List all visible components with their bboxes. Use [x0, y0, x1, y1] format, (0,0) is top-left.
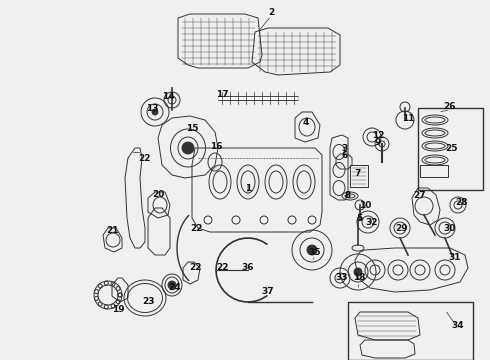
Text: 21: 21 [106, 225, 118, 234]
Bar [418, 108, 483, 190]
Text: 31: 31 [449, 253, 461, 262]
Text: 24: 24 [169, 284, 181, 292]
Text: 33: 33 [336, 274, 348, 283]
Text: 29: 29 [396, 224, 408, 233]
Text: 16: 16 [210, 141, 222, 150]
Bar [350, 165, 368, 187]
Text: 22: 22 [189, 264, 201, 273]
Text: 28: 28 [456, 198, 468, 207]
Text: 1: 1 [245, 184, 251, 193]
Circle shape [152, 109, 158, 115]
Text: 32: 32 [366, 217, 378, 226]
Circle shape [354, 268, 362, 276]
Text: 5: 5 [356, 213, 362, 222]
Text: 3: 3 [342, 144, 348, 153]
Text: 19: 19 [112, 306, 124, 315]
Text: 37: 37 [262, 288, 274, 297]
Text: 35: 35 [309, 248, 321, 257]
Text: 30: 30 [444, 224, 456, 233]
Text: 8: 8 [345, 190, 351, 199]
Text: 7: 7 [355, 168, 361, 177]
Text: 22: 22 [190, 224, 202, 233]
Text: 26: 26 [444, 102, 456, 111]
Text: 2: 2 [268, 8, 274, 17]
Text: 15: 15 [186, 123, 198, 132]
Text: 22: 22 [216, 264, 228, 273]
Text: 25: 25 [446, 144, 458, 153]
Text: 18: 18 [353, 274, 365, 283]
Text: 22: 22 [138, 153, 150, 162]
Text: 23: 23 [142, 297, 154, 306]
Text: 13: 13 [146, 104, 158, 113]
Text: 4: 4 [303, 117, 309, 126]
Bar [348, 302, 473, 360]
Text: 6: 6 [342, 150, 348, 159]
Text: 10: 10 [359, 201, 371, 210]
Text: 34: 34 [452, 321, 465, 330]
Text: 20: 20 [152, 189, 164, 198]
Circle shape [307, 245, 317, 255]
Text: 11: 11 [402, 113, 414, 122]
Circle shape [182, 142, 194, 154]
Text: 17: 17 [216, 90, 228, 99]
Text: 14: 14 [162, 91, 174, 100]
Text: 12: 12 [372, 131, 384, 140]
Text: 9: 9 [375, 138, 381, 147]
Circle shape [168, 281, 176, 289]
Text: 27: 27 [414, 190, 426, 199]
Text: 36: 36 [242, 264, 254, 273]
Bar [420, 165, 448, 177]
